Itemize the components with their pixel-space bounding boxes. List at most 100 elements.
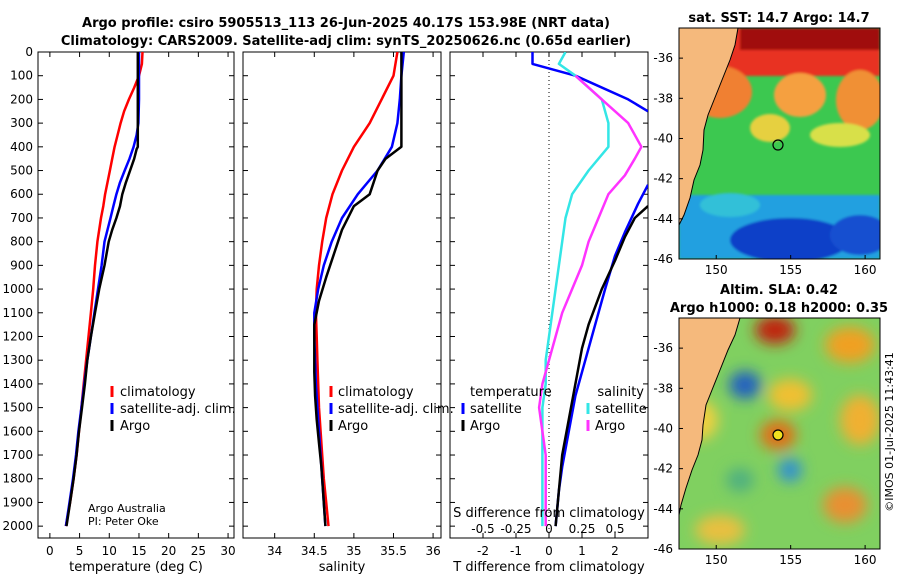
sla-positive-anomaly xyxy=(768,379,812,411)
map-y-tick-label: -40 xyxy=(653,131,673,145)
map-y-tick-label: -42 xyxy=(653,172,673,186)
temperature-xlabel: temperature (deg C) xyxy=(69,560,203,575)
sst-map-axes: 150 155 160 -36 -38 -40 -42 -44 -46 xyxy=(653,51,876,277)
x-tick-label: 35 xyxy=(346,544,361,558)
salinity-axes: 34 34.5 35 35.5 36 xyxy=(243,51,441,558)
map-x-tick-label: 160 xyxy=(854,263,877,277)
t-difference-xlabel: T difference from climatology xyxy=(452,560,645,575)
y-tick-label: 1900 xyxy=(2,495,33,509)
legend-t-argo-label: Argo xyxy=(470,419,500,434)
map-y-tick-label: -42 xyxy=(653,462,673,476)
x-tick-label: 15 xyxy=(131,544,146,558)
map-y-tick-label: -38 xyxy=(653,91,673,105)
sla-map-axes: 150 155 160 -36 -38 -40 -42 -44 -46 xyxy=(653,341,876,567)
x-tick-label: 36 xyxy=(425,544,440,558)
series-line-climatology xyxy=(314,52,399,527)
sst-cold-pool xyxy=(730,218,850,259)
temperature-profiles xyxy=(64,52,144,527)
y-tick-label: 1400 xyxy=(2,377,33,391)
x-tick-label: 2 xyxy=(611,544,619,558)
map-x-tick-label: 150 xyxy=(705,553,728,567)
sla-low-anomaly xyxy=(729,371,761,399)
copyright-stamp: ©IMOS 01-Jul-2025 11:43:41 xyxy=(883,352,896,512)
temperature-legend: climatology satellite-adj. clim. Argo xyxy=(110,385,236,434)
legend-argo-label: Argo xyxy=(338,419,368,434)
sst-orange-eddy xyxy=(774,73,826,117)
legend-temperature-heading: temperature xyxy=(470,385,552,400)
legend-climatology-label: climatology xyxy=(120,385,196,400)
sla-map-title: Altim. SLA: 0.42 xyxy=(720,283,838,298)
legend-t-satellite-label: satellite xyxy=(470,402,522,417)
x-tick-label: 0 xyxy=(545,544,553,558)
map-x-tick-label: 155 xyxy=(779,553,802,567)
difference-profiles xyxy=(531,52,648,527)
sla-positive-anomaly xyxy=(823,487,867,523)
y-tick-label: 1800 xyxy=(2,472,33,486)
legend-s-satellite-label: satellite xyxy=(595,402,647,417)
map-y-tick-label: -46 xyxy=(653,252,673,266)
map-x-tick-label: 160 xyxy=(854,553,877,567)
sst-map xyxy=(679,28,880,259)
series-line-argo xyxy=(554,205,648,527)
sla-high-anomaly xyxy=(755,318,795,344)
y-tick-label: 0 xyxy=(25,45,33,59)
legend-argo-label: Argo xyxy=(120,419,150,434)
salinity-xlabel: salinity xyxy=(319,560,366,575)
sst-cold-pool xyxy=(830,215,880,255)
s-diff-tick-label: 0.5 xyxy=(605,522,624,536)
series-line-argo xyxy=(313,52,403,527)
sla-positive-anomaly xyxy=(825,327,875,363)
temperature-axes: 0 5 10 15 20 25 300100200300400500600700800900… xyxy=(2,45,235,558)
salinity-profiles xyxy=(313,52,406,527)
s-diff-tick-label: -0.5 xyxy=(471,522,494,536)
y-tick-label: 500 xyxy=(10,164,33,178)
y-tick-label: 2000 xyxy=(2,519,33,533)
legend-salinity-heading: salinity xyxy=(597,385,644,400)
map-y-tick-label: -36 xyxy=(653,341,673,355)
map-y-tick-label: -36 xyxy=(653,51,673,65)
sla-argo-marker xyxy=(772,429,784,441)
sst-map-frame xyxy=(678,27,881,260)
sla-positive-anomaly xyxy=(840,395,880,445)
x-tick-label: 25 xyxy=(191,544,206,558)
y-tick-label: 100 xyxy=(10,69,33,83)
credit-line2: PI: Peter Oke xyxy=(88,515,159,528)
sst-yellow-eddy xyxy=(750,114,790,142)
x-tick-label: 1 xyxy=(578,544,586,558)
y-tick-label: 1000 xyxy=(2,282,33,296)
y-tick-label: 1300 xyxy=(2,353,33,367)
sst-land-mass xyxy=(679,28,739,226)
legend-satellite-label: satellite-adj. clim. xyxy=(120,402,236,417)
sst-map-title: sat. SST: 14.7 Argo: 14.7 xyxy=(688,11,869,26)
sst-orange-eddy xyxy=(836,70,880,130)
y-tick-label: 200 xyxy=(10,92,33,106)
difference-axes: -2 -1 0 1 2 -0.5 -0.25 0 0.25 0.5 xyxy=(450,51,648,558)
temperature-panel-frame xyxy=(37,51,235,539)
difference-legend: temperature salinity satellite Argo sate… xyxy=(461,385,647,434)
sla-land-mass xyxy=(679,318,741,516)
series-line-argo xyxy=(65,52,140,527)
y-tick-label: 1700 xyxy=(2,448,33,462)
legend-climatology-label: climatology xyxy=(338,385,414,400)
x-tick-label: 0 xyxy=(46,544,54,558)
salinity-panel-frame xyxy=(242,51,442,539)
x-tick-label: -1 xyxy=(510,544,522,558)
x-tick-label: 5 xyxy=(76,544,84,558)
s-diff-tick-label: 0.25 xyxy=(569,522,596,536)
series-line-argo_s xyxy=(537,74,643,527)
y-tick-label: 800 xyxy=(10,235,33,249)
sst-argo-marker xyxy=(772,139,784,151)
y-tick-label: 600 xyxy=(10,187,33,201)
x-tick-label: 10 xyxy=(102,544,117,558)
sla-map-frame xyxy=(678,317,881,550)
x-tick-label: 35.5 xyxy=(380,544,407,558)
x-tick-label: 20 xyxy=(161,544,176,558)
y-tick-label: 1600 xyxy=(2,424,33,438)
s-difference-xlabel: S difference from climatology xyxy=(453,506,645,521)
map-y-tick-label: -44 xyxy=(653,502,673,516)
legend-s-argo-label: Argo xyxy=(595,419,625,434)
legend-satellite-label: satellite-adj. clim. xyxy=(338,402,454,417)
y-tick-label: 900 xyxy=(10,258,33,272)
sla-low-anomaly xyxy=(726,468,754,492)
